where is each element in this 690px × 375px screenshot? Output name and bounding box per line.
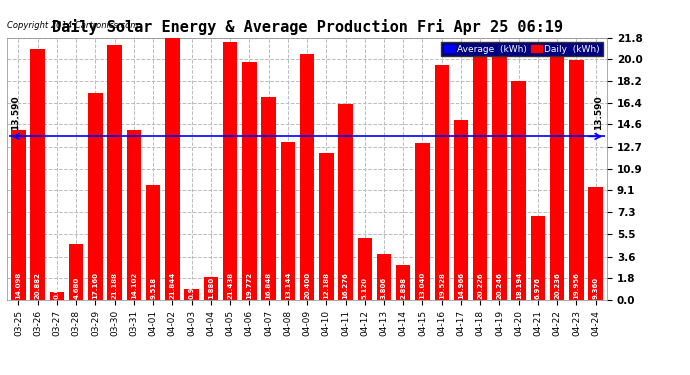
Text: 0.664: 0.664 xyxy=(54,277,60,299)
Text: 13.590: 13.590 xyxy=(11,96,20,130)
Text: 1.880: 1.880 xyxy=(208,276,214,299)
Bar xyxy=(204,278,218,300)
Bar xyxy=(415,143,430,300)
Text: 20.236: 20.236 xyxy=(554,272,560,299)
Text: 0.932: 0.932 xyxy=(188,277,195,299)
Text: 21.844: 21.844 xyxy=(169,272,175,299)
Text: 14.102: 14.102 xyxy=(131,272,137,299)
Text: 9.518: 9.518 xyxy=(150,277,156,299)
Text: 3.806: 3.806 xyxy=(381,277,387,299)
Text: 12.188: 12.188 xyxy=(324,272,329,299)
Bar xyxy=(300,54,314,300)
Text: 19.956: 19.956 xyxy=(573,272,580,299)
Bar xyxy=(435,65,449,300)
Bar xyxy=(396,265,411,300)
Text: 13.144: 13.144 xyxy=(285,272,290,299)
Text: 18.194: 18.194 xyxy=(515,272,522,299)
Title: Daily Solar Energy & Average Production Fri Apr 25 06:19: Daily Solar Energy & Average Production … xyxy=(52,19,562,35)
Text: 13.590: 13.590 xyxy=(594,96,603,130)
Bar xyxy=(357,238,372,300)
Text: 14.966: 14.966 xyxy=(458,272,464,299)
Bar xyxy=(184,289,199,300)
Text: 2.898: 2.898 xyxy=(400,277,406,299)
Text: 19.772: 19.772 xyxy=(246,272,253,299)
Text: 20.882: 20.882 xyxy=(34,272,41,299)
Bar xyxy=(473,57,487,300)
Bar xyxy=(127,130,141,300)
Bar xyxy=(511,81,526,300)
Bar xyxy=(146,185,160,300)
Text: 20.400: 20.400 xyxy=(304,272,310,299)
Bar xyxy=(108,45,122,300)
Bar xyxy=(88,93,103,300)
Text: Copyright 2014 Cartronics.com: Copyright 2014 Cartronics.com xyxy=(7,21,138,30)
Text: 20.246: 20.246 xyxy=(496,272,502,299)
Bar xyxy=(165,37,179,300)
Text: 4.680: 4.680 xyxy=(73,276,79,299)
Text: 20.226: 20.226 xyxy=(477,272,483,299)
Bar xyxy=(281,142,295,300)
Bar xyxy=(319,153,333,300)
Bar xyxy=(550,56,564,300)
Bar xyxy=(242,62,257,300)
Text: 5.120: 5.120 xyxy=(362,277,368,299)
Bar xyxy=(30,48,45,300)
Bar xyxy=(377,254,391,300)
Bar xyxy=(454,120,469,300)
Text: 6.976: 6.976 xyxy=(535,277,541,299)
Text: 9.360: 9.360 xyxy=(593,277,599,299)
Legend: Average  (kWh), Daily  (kWh): Average (kWh), Daily (kWh) xyxy=(441,42,602,56)
Text: 14.098: 14.098 xyxy=(15,272,21,299)
Text: 16.276: 16.276 xyxy=(342,272,348,299)
Bar xyxy=(531,216,545,300)
Text: 16.848: 16.848 xyxy=(266,272,272,299)
Bar xyxy=(223,42,237,300)
Bar xyxy=(589,187,603,300)
Bar xyxy=(569,60,584,300)
Text: 17.160: 17.160 xyxy=(92,272,99,299)
Bar xyxy=(50,292,64,300)
Bar xyxy=(338,104,353,300)
Text: 21.188: 21.188 xyxy=(112,272,118,299)
Bar xyxy=(492,56,506,300)
Text: 21.438: 21.438 xyxy=(227,272,233,299)
Text: 19.528: 19.528 xyxy=(439,272,445,299)
Bar xyxy=(69,244,83,300)
Bar xyxy=(262,97,276,300)
Bar xyxy=(11,130,26,300)
Text: 13.040: 13.040 xyxy=(420,272,426,299)
